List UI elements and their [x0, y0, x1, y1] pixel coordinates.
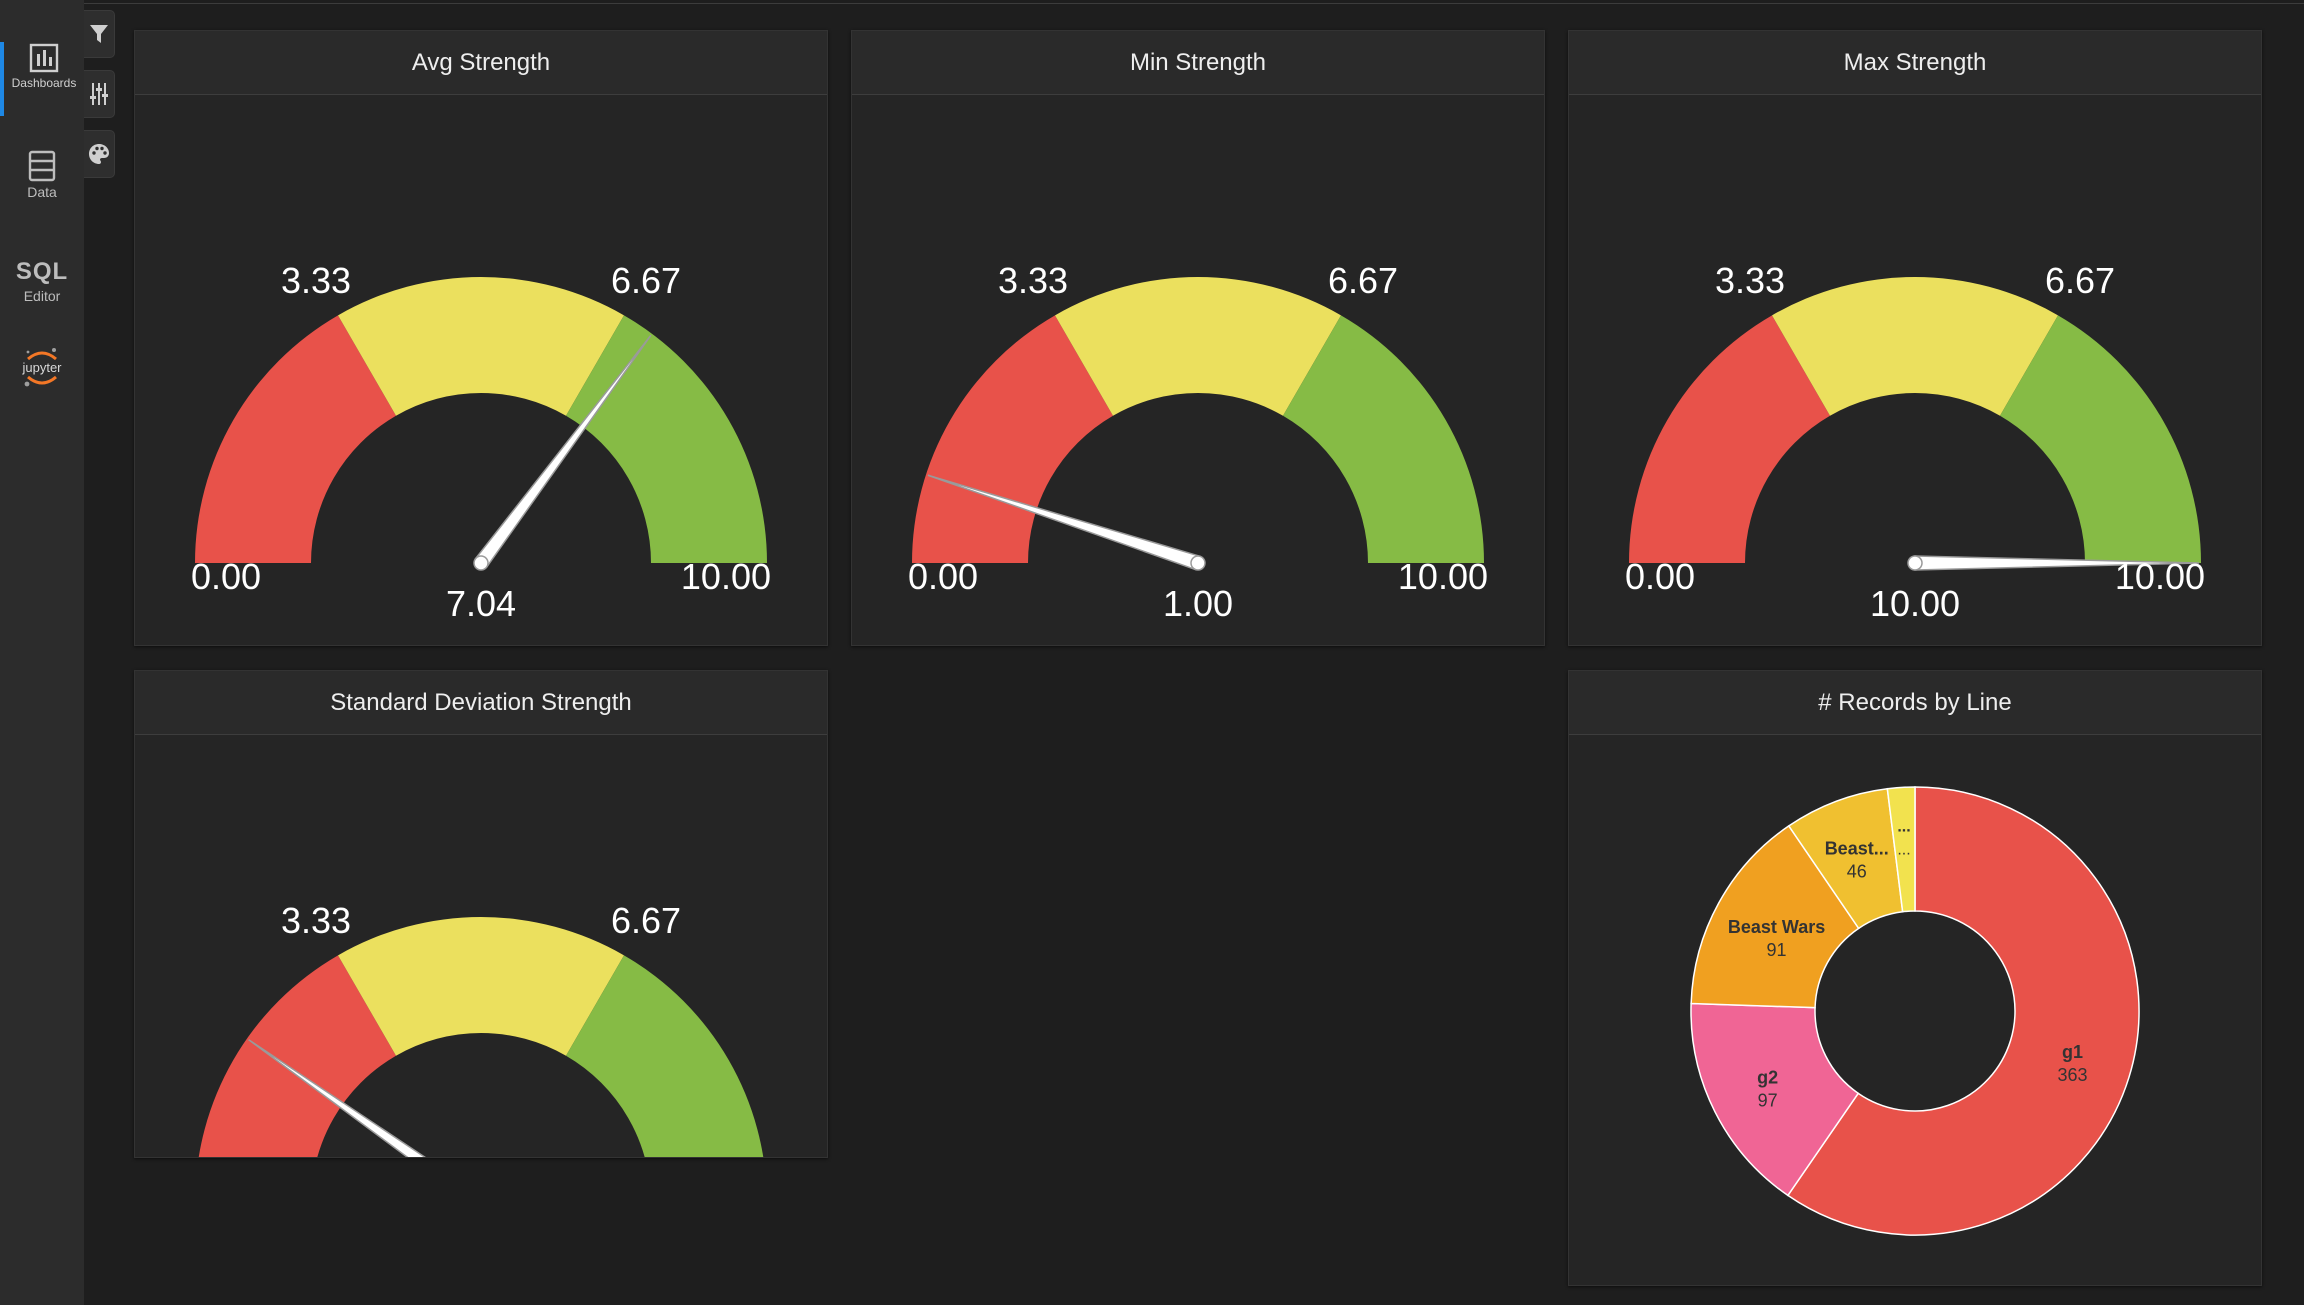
panel-title: Max Strength — [1569, 31, 2261, 95]
sidebar-item-label: Data — [27, 184, 57, 200]
gauge-band-low — [912, 315, 1113, 563]
sidebar-item-sql-editor[interactable]: SQL Editor — [0, 258, 84, 318]
donut-slice-value: ... — [1897, 841, 1910, 858]
gauge-needle-hub — [1907, 555, 1923, 571]
gauge-band-high — [1283, 315, 1484, 563]
gauge-threshold-label: 3.33 — [281, 900, 351, 941]
gauge-needle-hub — [1190, 555, 1206, 571]
gauge-band-mid — [338, 917, 624, 1056]
donut-chart: g1 363 g2 97 Beast Wars 91 Beast... 46...... — [1690, 786, 2140, 1236]
sidebar-item-dashboards[interactable]: Dashboards — [0, 42, 84, 116]
gauge-value-label: 1.00 — [1163, 583, 1233, 624]
donut-slice[interactable] — [1786, 786, 2140, 1236]
donut-slice-label: Beast Wars — [1728, 917, 1825, 937]
gauge-threshold-label: 6.67 — [1328, 260, 1398, 301]
jupyter-label: jupyter — [21, 360, 62, 375]
gauge-threshold-label: 6.67 — [611, 900, 681, 941]
gauge-band-mid — [1055, 277, 1341, 416]
gauge-panel-avg-strength: Avg Strength 3.33 6.67 0.00 10.00 7.04 — [134, 30, 828, 646]
gauge-value-label: 10.00 — [1870, 583, 1960, 624]
sliders-button[interactable] — [84, 70, 115, 118]
donut-slice-value: 97 — [1758, 1090, 1778, 1110]
gauge-band-low — [1629, 315, 1830, 563]
gauge-threshold-label: 3.33 — [1715, 260, 1785, 301]
donut-slice-value: 46 — [1847, 862, 1867, 882]
gauge-value-label: 7.04 — [446, 583, 516, 624]
dashboards-icon — [29, 43, 59, 73]
gauge-needle — [248, 1039, 426, 1157]
gauge-chart: 3.33 6.67 0.00 10.00 1.00 — [908, 260, 1488, 624]
gauge-panel-min-strength: Min Strength 3.33 6.67 0.00 10.00 1.00 — [851, 30, 1545, 646]
gauge-band-low — [195, 315, 396, 563]
donut-slice-value: 363 — [2058, 1065, 2088, 1085]
gauge-min-label: 0.00 — [1625, 556, 1695, 597]
gauge-threshold-label: 3.33 — [998, 260, 1068, 301]
palette-icon — [89, 144, 109, 164]
gauge-band-low — [198, 955, 396, 1157]
gauge-chart: 3.33 6.67 0.00 10.00 7.04 — [191, 260, 771, 624]
gauge-max-label: 10.00 — [681, 556, 771, 597]
gauge-max-label: 10.00 — [1398, 556, 1488, 597]
gauge-threshold-label: 6.67 — [2045, 260, 2115, 301]
top-divider — [84, 3, 2304, 4]
gauge-min-label: 0.00 — [191, 556, 261, 597]
sidebar: Dashboards Data SQL Editor jupyter — [0, 0, 84, 1305]
gauge-needle-hub — [473, 555, 489, 571]
panel-title: Standard Deviation Strength — [135, 671, 827, 735]
sidebar-item-data[interactable]: Data — [0, 150, 84, 210]
data-icon — [28, 150, 56, 182]
donut-slice-label: Beast... — [1825, 839, 1889, 859]
sql-editor-icon: SQL — [15, 258, 69, 285]
donut-slice-label: g2 — [1757, 1067, 1778, 1087]
sidebar-item-label: Dashboards — [11, 76, 77, 90]
gauge-min-label: 0.00 — [908, 556, 978, 597]
filter-icon — [90, 25, 108, 43]
palette-button[interactable] — [84, 130, 115, 178]
donut-slice-label: ... — [1897, 818, 1910, 835]
gauge-panel-max-strength: Max Strength 3.33 6.67 0.00 10.00 10.00 — [1568, 30, 2262, 646]
gauge-band-high — [2000, 315, 2201, 563]
gauge-band-mid — [338, 277, 624, 416]
gauge-threshold-label: 3.33 — [281, 260, 351, 301]
sidebar-item-jupyter[interactable]: jupyter — [0, 345, 84, 393]
donut-slice-value: 91 — [1767, 940, 1787, 960]
jupyter-icon: jupyter — [21, 348, 62, 387]
gauge-band-high — [566, 315, 767, 563]
filter-button[interactable] — [84, 10, 115, 58]
sidebar-item-label: Editor — [23, 288, 61, 304]
panel-title: Min Strength — [852, 31, 1544, 95]
gauge-max-label: 10.00 — [2115, 556, 2205, 597]
gauge-band-mid — [1772, 277, 2058, 416]
panel-title: Avg Strength — [135, 31, 827, 95]
donut-slice-label: g1 — [2062, 1042, 2083, 1062]
gauge-chart: 3.33 6.67 0.00 10.00 10.00 — [1625, 260, 2205, 624]
donut-slice[interactable] — [1886, 786, 1916, 913]
gauge-threshold-label: 6.67 — [611, 260, 681, 301]
sliders-icon — [90, 83, 108, 105]
panel-title: # Records by Line — [1569, 671, 2261, 735]
gauge-panel-std-dev-strength: Standard Deviation Strength 3.336.670.00… — [134, 670, 828, 1158]
donut-slice[interactable] — [1690, 1002, 1860, 1197]
gauge-band-high — [566, 955, 764, 1157]
donut-slice[interactable] — [1690, 824, 1860, 1009]
donut-panel-records-by-line: # Records by Line g1 363 g2 97 Beast Wars 91 B… — [1568, 670, 2262, 1286]
